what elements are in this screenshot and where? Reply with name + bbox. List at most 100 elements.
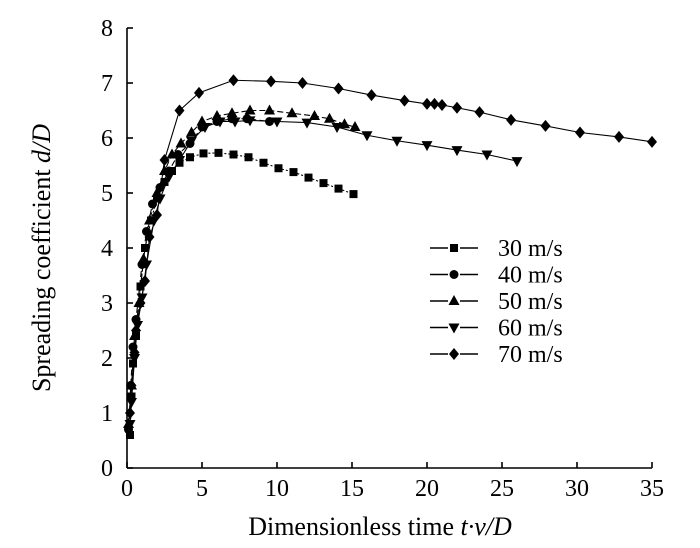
- data-point: [422, 97, 432, 110]
- data-point: [229, 117, 241, 128]
- data-point: [148, 199, 157, 209]
- legend: 30 m/s40 m/s50 m/s60 m/s70 m/s: [430, 236, 563, 368]
- y-tick-label: 6: [101, 126, 113, 152]
- data-point: [474, 106, 485, 119]
- x-axis-title: Dimensionless time t·v/D: [248, 512, 512, 541]
- series-group: [123, 74, 657, 439]
- data-point: [575, 126, 585, 139]
- data-point: [289, 168, 298, 177]
- legend-marker: [449, 270, 459, 279]
- ticks: 0 5 10 15 20 25 30 35 0 1 2 3 4 5 6 7 8: [101, 16, 664, 502]
- y-tick-label: 2: [101, 346, 113, 372]
- data-point: [126, 379, 137, 392]
- x-tick-label: 25: [490, 476, 514, 502]
- x-tick-label: 35: [640, 476, 664, 502]
- data-point: [506, 113, 516, 126]
- legend-item: 40 m/s: [430, 263, 563, 289]
- data-point: [297, 77, 308, 89]
- data-point: [129, 330, 140, 340]
- data-point: [154, 194, 166, 205]
- data-point: [136, 293, 148, 304]
- data-point: [214, 148, 223, 157]
- legend-marker: [448, 295, 460, 305]
- data-point: [399, 94, 410, 107]
- data-point: [129, 354, 140, 364]
- data-point: [333, 82, 344, 95]
- data-point: [163, 172, 175, 183]
- data-point: [175, 137, 187, 148]
- x-tick-label: 10: [265, 476, 289, 502]
- data-point: [271, 117, 283, 128]
- data-point: [334, 184, 343, 193]
- data-point: [309, 110, 320, 120]
- data-point: [226, 107, 238, 118]
- legend-label: 40 m/s: [498, 263, 563, 289]
- data-point: [152, 209, 162, 221]
- data-point: [511, 157, 523, 168]
- legend-marker: [448, 323, 460, 334]
- data-point: [244, 104, 256, 115]
- data-point: [319, 179, 328, 188]
- data-point: [304, 173, 313, 182]
- data-point: [126, 431, 134, 439]
- data-point: [135, 297, 146, 309]
- data-point: [186, 126, 197, 137]
- data-point: [540, 119, 551, 132]
- data-point: [366, 89, 377, 102]
- legend-item: 50 m/s: [430, 289, 563, 315]
- series-50-m-s: [123, 104, 361, 428]
- data-point: [186, 153, 194, 162]
- y-tick-label: 8: [101, 16, 113, 42]
- y-tick-label: 3: [101, 291, 113, 317]
- series-line: [129, 119, 518, 425]
- x-tick-label: 5: [196, 476, 208, 502]
- series-70-m-s: [125, 74, 657, 419]
- data-point: [349, 190, 358, 199]
- data-point: [199, 123, 211, 133]
- legend-item: 60 m/s: [430, 316, 563, 342]
- data-point: [186, 136, 197, 147]
- data-point: [301, 118, 313, 129]
- x-tick-label: 0: [121, 476, 133, 502]
- data-point: [264, 104, 275, 115]
- data-point: [349, 121, 361, 131]
- data-point: [421, 141, 433, 152]
- x-tick-label: 15: [340, 476, 364, 502]
- x-tick-label: 30: [565, 476, 589, 502]
- data-point: [391, 136, 403, 147]
- series-line: [129, 79, 653, 414]
- data-point: [331, 123, 343, 133]
- data-point: [174, 156, 185, 166]
- data-point: [361, 131, 373, 142]
- series-line: [127, 118, 270, 430]
- data-point: [481, 150, 493, 161]
- data-point: [174, 104, 185, 117]
- legend-item: 30 m/s: [430, 236, 563, 262]
- data-point: [144, 231, 155, 243]
- data-point: [214, 117, 226, 128]
- y-axis-title: Spreading coefficient d/D: [27, 124, 56, 392]
- data-point: [124, 420, 136, 430]
- y-tick-label: 4: [101, 236, 113, 262]
- data-point: [194, 86, 204, 99]
- data-point: [324, 112, 335, 123]
- data-point: [437, 99, 447, 111]
- data-point: [451, 146, 463, 157]
- data-point: [140, 275, 150, 287]
- legend-marker: [449, 348, 459, 360]
- axes: [126, 28, 652, 469]
- data-point: [614, 130, 624, 143]
- legend-item: 70 m/s: [430, 342, 563, 368]
- data-point: [452, 101, 462, 114]
- data-point: [160, 178, 169, 186]
- data-point: [228, 74, 239, 87]
- data-point: [229, 150, 238, 159]
- data-point: [199, 149, 208, 158]
- series-60-m-s: [124, 116, 523, 430]
- data-point: [266, 75, 276, 88]
- legend-label: 60 m/s: [498, 316, 563, 342]
- y-tick-label: 0: [101, 456, 113, 482]
- series-line: [127, 109, 356, 425]
- data-point: [159, 154, 170, 166]
- y-tick-label: 5: [101, 181, 113, 207]
